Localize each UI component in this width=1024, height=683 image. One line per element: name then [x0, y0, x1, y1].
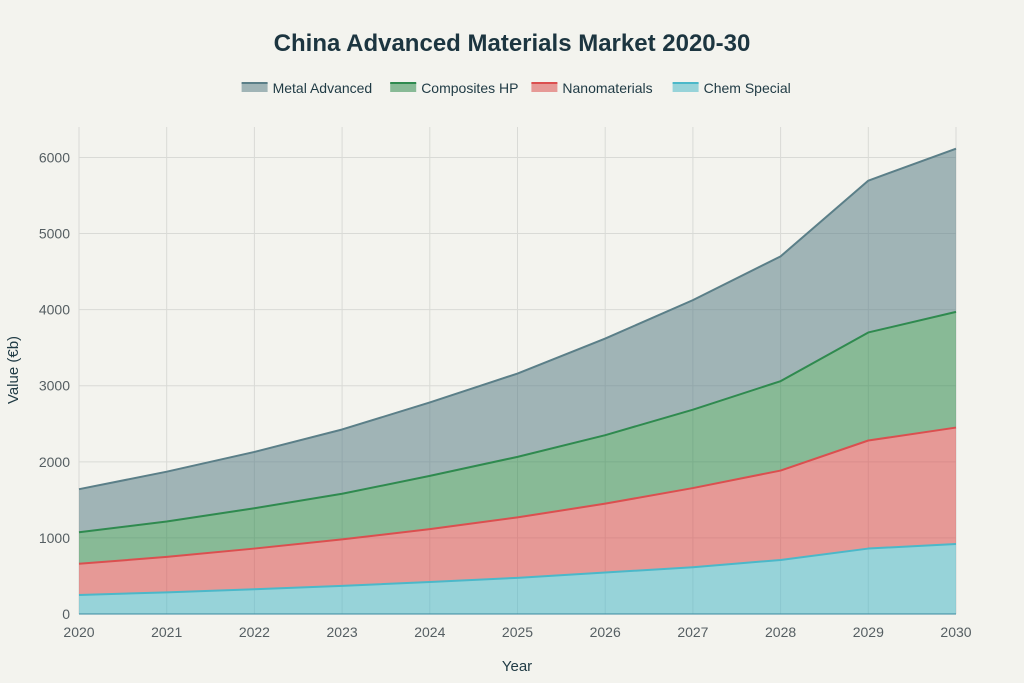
legend-swatch: [672, 83, 699, 92]
x-axis-label: Year: [502, 658, 532, 675]
line-composites-hp: [78, 310, 957, 534]
area-composites-hp: [79, 311, 956, 564]
line-chem-special: [78, 542, 957, 596]
x-tick-label: 2027: [677, 624, 708, 640]
x-tick-label: 2021: [151, 624, 182, 640]
area-metal-advanced: [79, 148, 956, 533]
x-tick-label: 2028: [765, 624, 796, 640]
legend: Metal Advanced Composites HP Nanomaterials…: [241, 80, 791, 96]
legend-item-chem-special[interactable]: Chem Special: [672, 80, 791, 96]
legend-swatch: [241, 83, 268, 92]
legend-label: Chem Special: [704, 80, 791, 96]
x-tick-labels: 2020 2021 2022 2023 2024 2025 2026 2027 2028 2029…: [63, 624, 971, 640]
y-tick-labels: 0 1000 2000 3000 4000 5000 6000: [39, 149, 70, 622]
area-nanomaterials: [79, 427, 956, 595]
legend-swatch: [531, 83, 558, 92]
legend-label: Composites HP: [421, 80, 518, 96]
legend-label: Metal Advanced: [273, 80, 373, 96]
legend-label: Nanomaterials: [562, 80, 652, 96]
line-nanomaterials: [78, 426, 957, 565]
x-tick-label: 2026: [590, 624, 621, 640]
x-tick-label: 2029: [853, 624, 884, 640]
x-tick-label: 2022: [239, 624, 270, 640]
areas: [79, 148, 956, 614]
legend-item-metal-advanced[interactable]: Metal Advanced: [241, 80, 373, 96]
y-tick-label: 6000: [39, 149, 70, 165]
y-tick-label: 1000: [39, 530, 70, 546]
chart-title: China Advanced Materials Market 2020-30: [274, 30, 751, 57]
legend-item-nanomaterials[interactable]: Nanomaterials: [531, 80, 653, 96]
legend-item-composites-hp[interactable]: Composites HP: [390, 80, 518, 96]
x-tick-label: 2025: [502, 624, 533, 640]
y-tick-label: 0: [62, 606, 70, 622]
legend-swatch: [390, 83, 417, 92]
y-tick-label: 3000: [39, 378, 70, 394]
y-tick-label: 5000: [39, 226, 70, 242]
x-tick-label: 2023: [327, 624, 358, 640]
x-tick-label: 2020: [63, 624, 94, 640]
series-lines: [78, 147, 957, 596]
y-tick-label: 2000: [39, 454, 70, 470]
x-tick-label: 2024: [414, 624, 445, 640]
x-tick-label: 2030: [940, 624, 971, 640]
y-axis-label: Value (€b): [5, 336, 22, 404]
area-chem-special: [79, 543, 956, 614]
line-metal-advanced: [78, 147, 957, 491]
y-tick-label: 4000: [39, 302, 70, 318]
